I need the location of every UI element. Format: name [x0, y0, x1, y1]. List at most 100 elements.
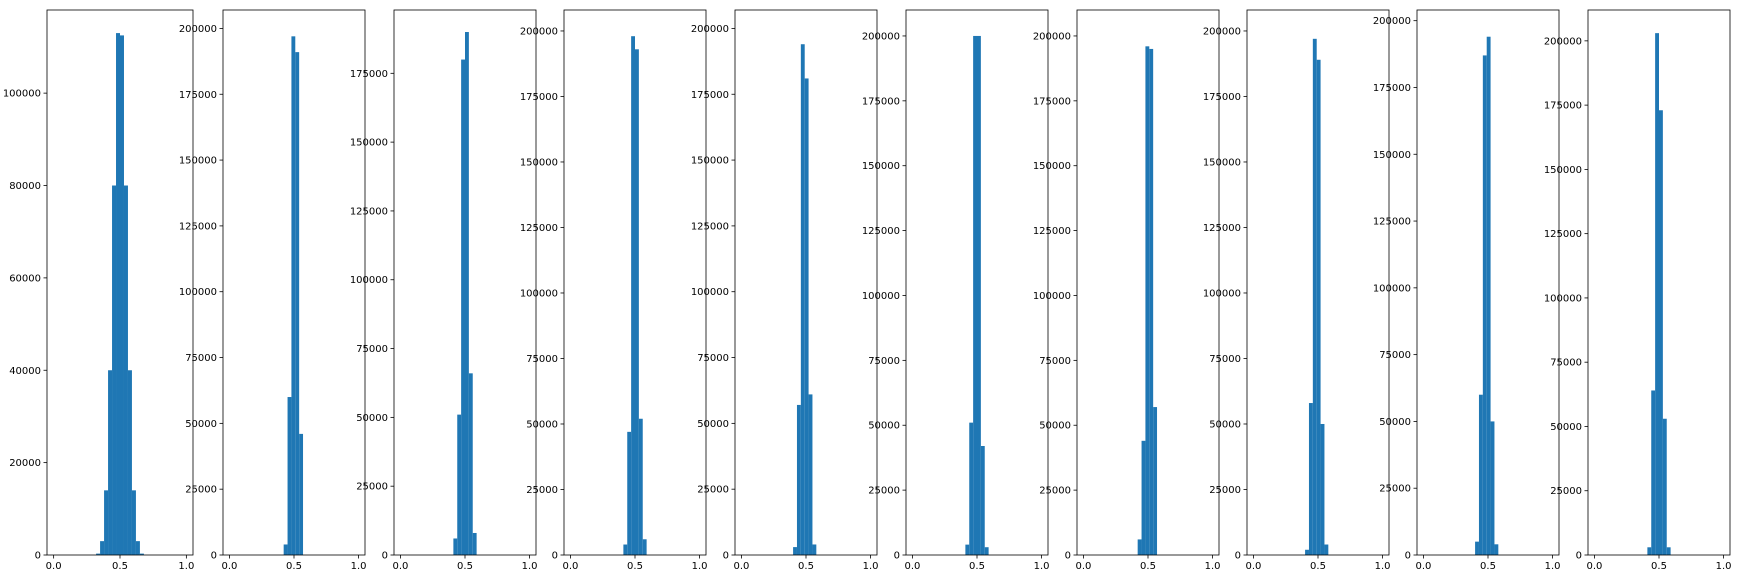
y-tick-label: 25000	[185, 485, 217, 496]
x-tick-label: 0.5	[457, 561, 473, 572]
histogram-bar	[1662, 418, 1667, 555]
y-tick-label: 0	[723, 551, 729, 562]
histogram-bar	[980, 446, 985, 555]
histogram-bar	[1482, 55, 1487, 556]
x-tick-label: 0.5	[1480, 561, 1496, 572]
histogram-bar	[1320, 423, 1325, 555]
histogram-bar	[1149, 48, 1154, 556]
y-tick-label: 175000	[862, 96, 900, 107]
y-tick-label: 50000	[1209, 419, 1241, 430]
histogram-bar	[1655, 33, 1659, 555]
y-tick-label: 25000	[1379, 484, 1411, 495]
x-tick-label: 0.5	[969, 561, 985, 572]
x-tick-label: 0.0	[1246, 561, 1262, 572]
y-tick-label: 200000	[1203, 26, 1241, 37]
y-tick-label: 125000	[1033, 226, 1071, 237]
y-tick-label: 150000	[691, 156, 729, 167]
y-tick-label: 200000	[691, 24, 729, 35]
histogram-panel-5: 0.0 0.5 1.0 0 25000 50000 75000 100000 125000 150…	[691, 9, 878, 572]
histogram-bar	[123, 185, 128, 555]
y-tick-label: 175000	[1033, 96, 1071, 107]
y-tick-label: 175000	[691, 90, 729, 101]
y-tick-label: 100000	[350, 275, 388, 286]
x-tick-label: 1.0	[522, 561, 538, 572]
x-tick-label: 0.5	[112, 561, 128, 572]
y-tick-label: 50000	[1550, 422, 1582, 433]
x-tick-label: 0.5	[627, 561, 643, 572]
y-tick-label: 75000	[1039, 356, 1071, 367]
y-tick-label: 25000	[1039, 486, 1071, 497]
y-tick-label: 25000	[697, 485, 729, 496]
histogram-panel-1: 0.0 0.5 1.0 0 20000 40000 60000 80000 100000	[3, 9, 194, 572]
y-tick-label: 75000	[356, 344, 388, 355]
y-tick-label: 50000	[697, 419, 729, 430]
y-tick-label: 150000	[350, 138, 388, 149]
histogram-bar	[642, 539, 647, 555]
x-tick-label: 1.0	[178, 561, 194, 572]
histogram-bar	[116, 33, 120, 555]
y-tick-label: 125000	[179, 221, 217, 232]
y-tick-label: 100000	[862, 291, 900, 302]
histogram-bar	[1324, 544, 1329, 555]
y-tick-label: 75000	[1379, 350, 1411, 361]
y-tick-label: 150000	[1544, 165, 1582, 176]
x-tick-label: 0.0	[46, 561, 62, 572]
y-tick-label: 175000	[1544, 101, 1582, 112]
histogram-bar	[1316, 59, 1321, 555]
y-tick-label: 100000	[3, 89, 41, 100]
histogram-bar	[977, 35, 981, 555]
histogram-bar	[793, 547, 797, 555]
histogram-bar	[635, 49, 639, 556]
histogram-bar	[139, 553, 144, 555]
x-tick-label: 0.5	[1310, 561, 1326, 572]
y-tick-label: 150000	[179, 156, 217, 167]
histogram-bar	[457, 414, 462, 555]
histogram-bar	[965, 544, 970, 555]
y-tick-label: 75000	[1209, 354, 1241, 365]
y-tick-label: 25000	[526, 485, 558, 496]
histogram-bar	[1651, 390, 1656, 555]
y-tick-label: 0	[382, 551, 388, 562]
histogram-bar	[1490, 421, 1495, 555]
y-tick-label: 75000	[185, 353, 217, 364]
histogram-bar	[112, 185, 117, 555]
x-tick-label: 0.0	[1076, 561, 1092, 572]
x-tick-label: 0.0	[1416, 561, 1432, 572]
histogram-bar	[812, 544, 817, 555]
y-tick-label: 0	[1065, 551, 1071, 562]
x-tick-label: 0.5	[798, 561, 814, 572]
histogram-bar	[984, 547, 989, 555]
y-tick-label: 100000	[1033, 291, 1071, 302]
y-tick-label: 175000	[520, 92, 558, 103]
y-tick-label: 150000	[1373, 150, 1411, 161]
y-tick-label: 125000	[520, 223, 558, 234]
y-tick-label: 0	[552, 551, 558, 562]
y-tick-label: 100000	[179, 287, 217, 298]
histogram-panel-4: 0.0 0.5 1.0 0 25000 50000 75000 100000 125000 150…	[520, 9, 708, 572]
x-tick-label: 0.0	[905, 561, 921, 572]
y-tick-label: 175000	[1373, 83, 1411, 94]
y-tick-label: 50000	[1039, 421, 1071, 432]
y-tick-label: 0	[211, 551, 217, 562]
histogram-bar	[800, 44, 805, 555]
y-tick-label: 25000	[1209, 485, 1241, 496]
y-tick-label: 25000	[1550, 486, 1582, 497]
histogram-bar	[96, 553, 101, 555]
histogram-bar	[283, 544, 288, 555]
x-tick-label: 1.0	[692, 561, 708, 572]
y-tick-label: 175000	[350, 69, 388, 80]
histogram-bar	[1141, 440, 1146, 555]
x-tick-label: 0.0	[563, 561, 579, 572]
y-tick-label: 0	[1235, 551, 1241, 562]
y-tick-label: 150000	[520, 157, 558, 168]
y-tick-label: 200000	[862, 31, 900, 42]
y-tick-label: 75000	[868, 356, 900, 367]
x-tick-label: 1.0	[1205, 561, 1221, 572]
histogram-bar	[461, 59, 465, 556]
histogram-bar	[1478, 394, 1483, 555]
histogram-bar	[127, 370, 132, 555]
histogram-bar	[295, 52, 300, 555]
y-tick-label: 0	[894, 551, 900, 562]
histogram-bar	[1153, 407, 1158, 555]
